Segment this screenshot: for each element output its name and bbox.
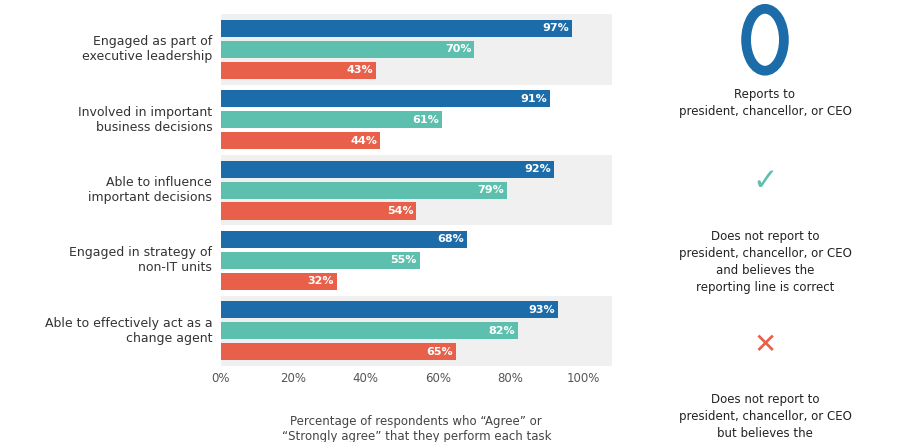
Text: ✓: ✓ <box>752 167 778 196</box>
Bar <box>220 14 612 84</box>
Bar <box>220 252 420 269</box>
Text: 93%: 93% <box>528 305 554 315</box>
Bar <box>220 182 507 198</box>
Text: 82%: 82% <box>488 326 515 336</box>
Bar <box>220 62 376 79</box>
Bar <box>220 343 456 360</box>
Bar <box>220 84 612 155</box>
Bar <box>220 160 554 178</box>
Bar <box>220 132 380 149</box>
Text: 97%: 97% <box>543 23 569 34</box>
Text: 54%: 54% <box>387 206 413 216</box>
Bar <box>220 202 416 220</box>
Text: 70%: 70% <box>445 44 472 54</box>
Bar <box>220 296 612 366</box>
Text: 61%: 61% <box>412 115 438 125</box>
Text: 44%: 44% <box>350 136 377 145</box>
Bar <box>220 20 572 37</box>
Text: Does not report to
president, chancellor, or CEO
but believes the
reporting line: Does not report to president, chancellor… <box>679 393 851 442</box>
Text: 91%: 91% <box>521 94 547 104</box>
Text: 79%: 79% <box>477 185 504 195</box>
Text: Reports to
president, chancellor, or CEO: Reports to president, chancellor, or CEO <box>679 88 851 118</box>
Bar <box>220 155 612 225</box>
Bar <box>220 322 518 339</box>
Text: 68%: 68% <box>437 235 464 244</box>
Bar <box>220 111 442 128</box>
Bar <box>220 301 558 318</box>
Text: 32%: 32% <box>307 276 334 286</box>
Bar <box>220 231 467 248</box>
Text: Percentage of respondents who “Agree” or
“Strongly agree” that they perform each: Percentage of respondents who “Agree” or… <box>282 415 551 442</box>
Bar <box>220 41 474 58</box>
Text: Does not report to
president, chancellor, or CEO
and believes the
reporting line: Does not report to president, chancellor… <box>679 230 851 294</box>
Text: ✕: ✕ <box>753 331 777 359</box>
Text: 43%: 43% <box>346 65 374 75</box>
Bar <box>220 225 612 296</box>
Bar <box>220 273 337 290</box>
Bar <box>220 90 551 107</box>
Text: 65%: 65% <box>427 347 454 357</box>
Text: 92%: 92% <box>525 164 551 174</box>
Text: 55%: 55% <box>391 255 417 265</box>
